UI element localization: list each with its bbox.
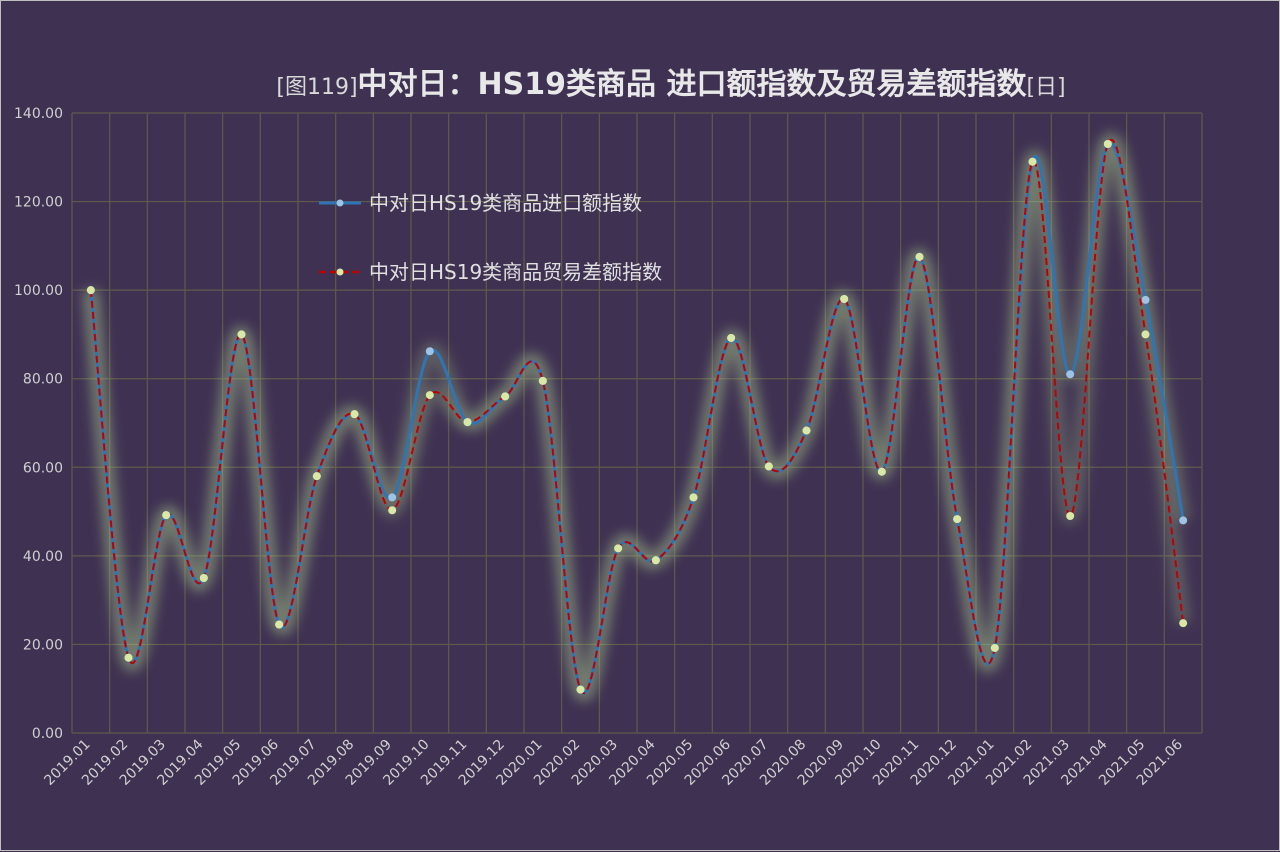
data-point-import-index xyxy=(425,347,434,356)
y-tick-label: 0.00 xyxy=(32,726,63,742)
data-point-trade-balance-index xyxy=(840,295,849,303)
data-point-trade-balance-index xyxy=(990,643,999,652)
legend-label-trade-balance-index: 中对日HS19类商品贸易差额指数 xyxy=(369,260,662,284)
legend-label-import-index: 中对日HS19类商品进口额指数 xyxy=(369,191,642,215)
data-point-trade-balance-index xyxy=(1028,157,1037,166)
data-point-trade-balance-index xyxy=(463,418,472,427)
data-point-trade-balance-index xyxy=(425,391,434,400)
data-point-trade-balance-index xyxy=(162,511,171,520)
data-point-trade-balance-index xyxy=(651,556,660,565)
data-point-trade-balance-index xyxy=(237,330,246,339)
y-tick-label: 120.00 xyxy=(14,195,63,211)
title-prefix: [图119] xyxy=(276,75,357,100)
legend-item-trade-balance-index: 中对日HS19类商品贸易差额指数 xyxy=(319,260,662,284)
title-suffix: [日] xyxy=(1026,75,1065,100)
data-point-import-index xyxy=(1141,295,1150,304)
data-point-trade-balance-index xyxy=(953,515,962,524)
data-point-trade-balance-index xyxy=(689,493,698,502)
y-tick-label: 140.00 xyxy=(14,106,63,122)
data-point-trade-balance-index xyxy=(1103,140,1112,148)
chart-title: [图119]中对日：HS19类商品 进口额指数及贸易差额指数[日] xyxy=(276,67,1065,102)
legend-item-import-index: 中对日HS19类商品进口额指数 xyxy=(319,191,642,215)
data-point-trade-balance-index xyxy=(764,462,773,471)
data-point-import-index xyxy=(1066,370,1075,379)
x-axis: 2019.012019.022019.032019.042019.052019.… xyxy=(41,736,1186,788)
y-tick-label: 40.00 xyxy=(23,549,63,565)
data-point-trade-balance-index xyxy=(802,426,811,435)
title-main: 中对日：HS19类商品 进口额指数及贸易差额指数 xyxy=(358,67,1028,102)
data-point-trade-balance-index xyxy=(350,410,359,419)
legend: 中对日HS19类商品进口额指数 中对日HS19类商品贸易差额指数 xyxy=(319,191,662,284)
data-point-trade-balance-index xyxy=(86,286,95,295)
legend-marker-trade-balance-index xyxy=(336,268,344,276)
y-tick-label: 20.00 xyxy=(23,637,63,653)
y-tick-label: 80.00 xyxy=(23,372,63,388)
data-point-trade-balance-index xyxy=(501,392,510,401)
data-point-trade-balance-index xyxy=(199,574,208,582)
data-point-import-index xyxy=(1179,516,1188,525)
y-tick-label: 60.00 xyxy=(23,460,63,476)
data-point-trade-balance-index xyxy=(124,653,133,662)
data-point-trade-balance-index xyxy=(275,620,284,629)
data-point-trade-balance-index xyxy=(1141,330,1150,339)
legend-marker-import-index xyxy=(336,199,344,207)
data-point-trade-balance-index xyxy=(1179,619,1188,628)
data-point-trade-balance-index xyxy=(312,472,321,481)
data-point-trade-balance-index xyxy=(877,467,886,476)
data-point-import-index xyxy=(388,493,397,502)
data-point-trade-balance-index xyxy=(576,685,585,694)
data-point-trade-balance-index xyxy=(915,252,924,261)
data-point-trade-balance-index xyxy=(1066,512,1075,520)
y-axis: 0.00 20.00 40.00 60.00 80.00 100.00 120.00 140.… xyxy=(14,106,63,742)
series-markers xyxy=(86,140,1188,694)
data-point-trade-balance-index xyxy=(388,506,397,515)
data-point-trade-balance-index xyxy=(538,376,547,385)
y-tick-label: 100.00 xyxy=(14,283,63,299)
data-point-trade-balance-index xyxy=(727,333,736,342)
data-point-trade-balance-index xyxy=(614,544,623,553)
